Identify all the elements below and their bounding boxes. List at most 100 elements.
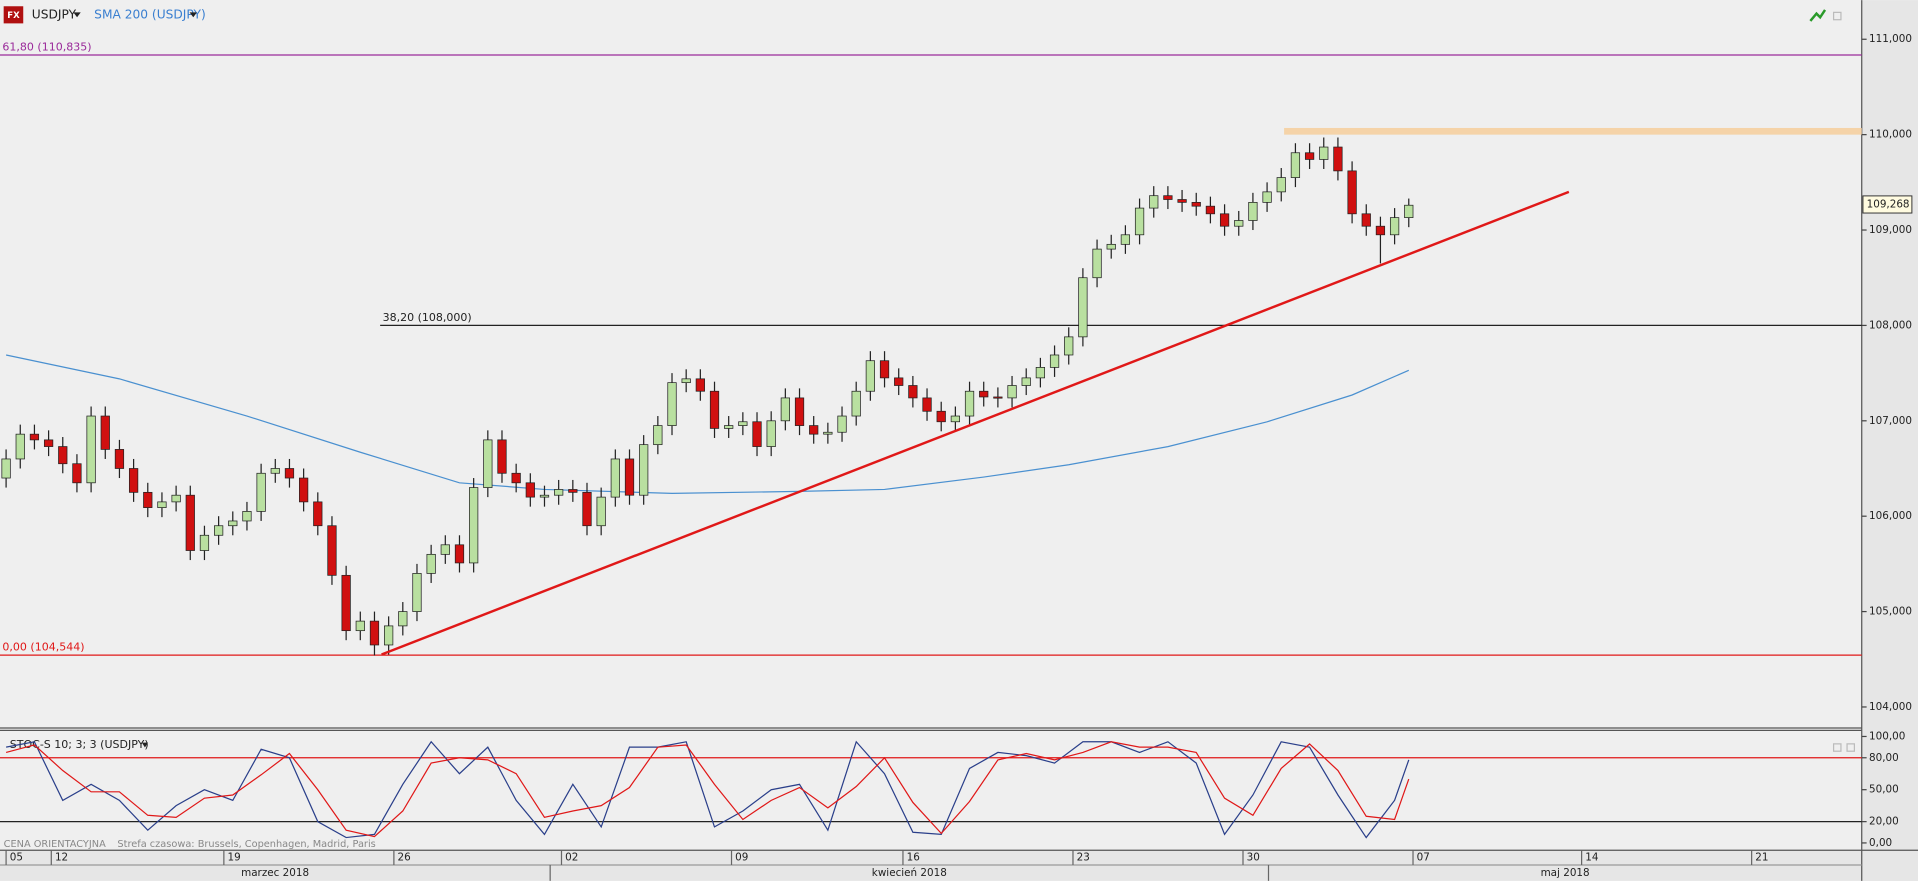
candle-body [256, 472, 266, 512]
timezone-note: Strefa czasowa: Brussels, Copenhagen, Ma… [117, 839, 375, 850]
candle-body [469, 487, 479, 564]
candle-body [1021, 377, 1031, 386]
candle-body [1092, 248, 1102, 279]
last-price-label: 109,268 [1867, 198, 1910, 210]
indicator-title[interactable]: STOC-S 10; 3; 3 (USDJPY) [10, 738, 149, 751]
candle-body [865, 360, 875, 392]
candle-body [86, 415, 96, 484]
candle-body [72, 463, 82, 484]
fib-level-label: 0,00 (104,544) [2, 641, 84, 654]
candle-body [384, 625, 394, 646]
candle-body [1, 458, 11, 479]
dropdown-arrow[interactable] [141, 742, 149, 748]
y-tick-label: 110,000 [1869, 129, 1912, 141]
candle-body [1078, 277, 1088, 338]
candle-body [1106, 243, 1116, 250]
candle-body [794, 397, 805, 426]
candle-body [1248, 201, 1258, 221]
candle-body [284, 468, 295, 479]
candle-body [639, 444, 649, 496]
candle-body [709, 390, 720, 429]
x-tick-label: 21 [1755, 852, 1768, 864]
y-tick-label: 0,00 [1869, 837, 1892, 849]
x-tick-label: 30 [1247, 852, 1260, 864]
candle-body [936, 410, 946, 423]
candle-body [1120, 234, 1131, 245]
y-tick-label: 50,00 [1869, 784, 1899, 796]
dropdown-arrow[interactable] [189, 12, 197, 18]
stoch-line [5, 741, 1410, 838]
candle-body [964, 390, 975, 417]
candle-body [809, 425, 819, 435]
candle-body [724, 425, 734, 429]
y-tick-label: 111,000 [1869, 33, 1912, 45]
candle-body [143, 491, 153, 508]
candle-body [412, 573, 422, 612]
indicator-name[interactable]: SMA 200 (USDJPY) [94, 7, 206, 21]
y-tick-label: 80,00 [1869, 752, 1899, 764]
candle-body [993, 396, 1003, 399]
candle-body [355, 620, 365, 632]
candle-body [1064, 336, 1074, 356]
window-icon[interactable] [1846, 743, 1856, 752]
candle-body [950, 415, 960, 423]
candle-body [525, 482, 535, 498]
candle-body [1290, 152, 1301, 178]
x-tick-label: 07 [1417, 852, 1430, 864]
month-label: marzec 2018 [241, 867, 309, 879]
candle-body [199, 534, 210, 551]
candle-body [624, 458, 635, 496]
candle-body [327, 525, 337, 576]
candle-body [511, 472, 521, 484]
dropdown-arrow[interactable] [73, 12, 81, 18]
price-note: CENA ORIENTACYJNA [4, 839, 106, 850]
x-tick-label: 23 [1077, 852, 1090, 864]
candle-body [1163, 195, 1173, 200]
trend-icon[interactable] [1809, 9, 1827, 22]
symbol-icon-text: FX [7, 11, 20, 21]
x-tick-label: 14 [1585, 852, 1599, 864]
candle-body [837, 415, 847, 433]
candle-body [681, 378, 691, 384]
candle-body [114, 449, 125, 469]
x-tick-label: 05 [10, 852, 23, 864]
y-tick-label: 106,000 [1869, 510, 1912, 522]
resistance-zone [1284, 127, 1862, 135]
symbol-icon[interactable] [3, 6, 24, 24]
window-icon[interactable] [1832, 743, 1842, 752]
candle-body [43, 439, 54, 447]
candle-body [1319, 146, 1329, 160]
candle-body [1375, 225, 1386, 236]
candle-body [1191, 201, 1201, 207]
candle-body [610, 458, 620, 498]
candle-body [341, 574, 351, 632]
candle-body [228, 520, 238, 527]
x-tick-label: 16 [907, 852, 920, 864]
candle-body [1007, 385, 1017, 399]
candle-body [823, 431, 833, 435]
candle-body [596, 496, 606, 527]
y-tick-label: 20,00 [1869, 816, 1899, 828]
candle-body [1276, 177, 1286, 193]
x-tick-label: 02 [565, 852, 578, 864]
candle-body [497, 439, 507, 474]
x-tick-label: 26 [398, 852, 411, 864]
candle-body [1347, 170, 1357, 215]
candle-body [582, 491, 592, 527]
candle-body [29, 433, 40, 441]
candle-body [539, 494, 550, 498]
y-tick-label: 105,000 [1869, 606, 1912, 618]
x-tick-label: 09 [735, 852, 748, 864]
y-tick-label: 104,000 [1869, 701, 1912, 713]
candle-body [738, 421, 748, 426]
candle-body [1149, 195, 1159, 209]
candle-body [1304, 152, 1315, 160]
candle-body [1177, 199, 1187, 203]
candle-body [894, 377, 904, 386]
candle-body [58, 446, 68, 465]
candle-body [879, 360, 890, 379]
candle-body [1219, 213, 1230, 227]
symbol-name[interactable]: USDJPY [32, 7, 77, 21]
candle-body [299, 477, 309, 503]
window-icon[interactable] [1832, 11, 1842, 21]
